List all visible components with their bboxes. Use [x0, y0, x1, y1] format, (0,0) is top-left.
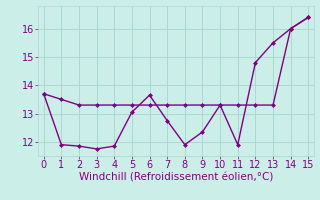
X-axis label: Windchill (Refroidissement éolien,°C): Windchill (Refroidissement éolien,°C): [79, 173, 273, 183]
